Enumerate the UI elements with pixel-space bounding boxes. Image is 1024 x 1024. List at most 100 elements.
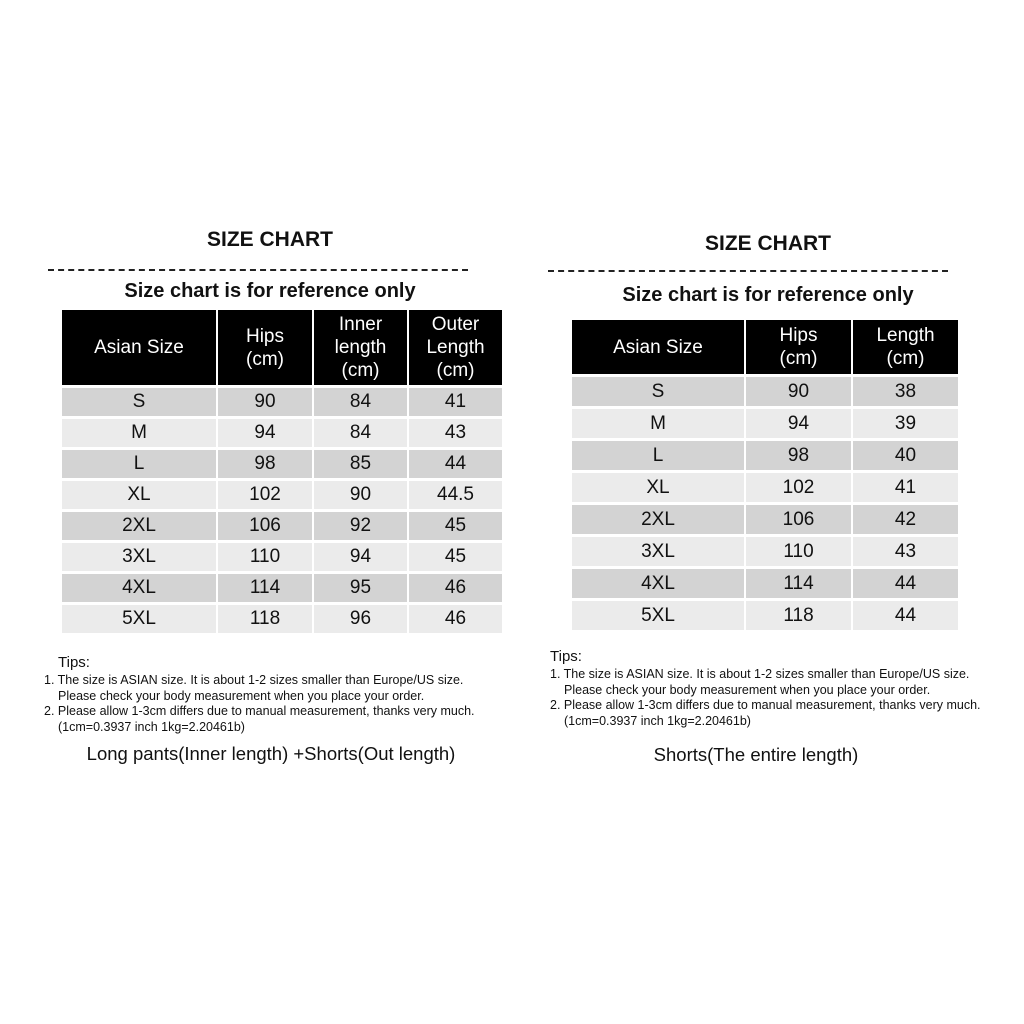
left-caption: Long pants(Inner length) +Shorts(Out len… <box>86 743 456 764</box>
left-tips-heading: Tips: <box>58 654 90 671</box>
column-header: Inner length (cm) <box>314 310 407 385</box>
table-cell: 98 <box>218 450 312 478</box>
left-tips: 1. The size is ASIAN size. It is about 1… <box>44 673 475 735</box>
table-row: L 98 85 44 <box>62 450 502 478</box>
table-cell: M <box>572 409 744 438</box>
table-row: XL 102 90 44.5 <box>62 481 502 509</box>
table-cell: 44 <box>409 450 502 478</box>
table-row: 3XL 110 94 45 <box>62 543 502 571</box>
table-cell: 90 <box>218 388 312 416</box>
left-title: SIZE CHART <box>207 228 333 251</box>
table-cell: S <box>572 377 744 406</box>
column-header: Asian Size <box>572 320 744 374</box>
table-row: S 90 38 <box>572 377 958 406</box>
table-cell: 3XL <box>62 543 216 571</box>
table-cell: 95 <box>314 574 407 602</box>
table-row: 4XL 114 44 <box>572 569 958 598</box>
table-cell: 94 <box>314 543 407 571</box>
table-cell: 41 <box>853 473 958 502</box>
left-size-table: Asian Size Hips (cm) Inner length (cm) Oute… <box>60 307 504 636</box>
table-cell: 5XL <box>572 601 744 630</box>
left-subtitle: Size chart is for reference only <box>124 280 416 302</box>
right-caption: Shorts(The entire length) <box>653 744 859 765</box>
left-tip-2b: (1cm=0.3937 inch 1kg=2.20461b) <box>58 719 245 734</box>
left-tip-2: 2. Please allow 1-3cm differs due to man… <box>44 704 475 718</box>
table-row: L 98 40 <box>572 441 958 470</box>
table-cell: 39 <box>853 409 958 438</box>
table-cell: 4XL <box>572 569 744 598</box>
table-cell: 94 <box>218 419 312 447</box>
table-cell: 3XL <box>572 537 744 566</box>
table-cell: 44 <box>853 601 958 630</box>
table-row: 5XL 118 96 46 <box>62 605 502 633</box>
header-row: Asian Size Hips (cm) Length (cm) <box>572 320 958 374</box>
table-cell: 118 <box>218 605 312 633</box>
table-cell: 118 <box>746 601 851 630</box>
column-header: Outer Length (cm) <box>409 310 502 385</box>
column-header: Hips (cm) <box>218 310 312 385</box>
table-row: 2XL 106 42 <box>572 505 958 534</box>
table-row: 3XL 110 43 <box>572 537 958 566</box>
table-cell: 96 <box>314 605 407 633</box>
table-cell: XL <box>572 473 744 502</box>
table-row: 5XL 118 44 <box>572 601 958 630</box>
right-tip-2: 2. Please allow 1-3cm differs due to man… <box>550 698 981 712</box>
left-tip-1b: Please check your body measurement when … <box>58 688 425 703</box>
right-tip-1: 1. The size is ASIAN size. It is about 1… <box>550 667 970 681</box>
table-cell: 84 <box>314 388 407 416</box>
table-cell: 102 <box>746 473 851 502</box>
table-cell: 106 <box>218 512 312 540</box>
table-cell: 43 <box>409 419 502 447</box>
table-cell: 98 <box>746 441 851 470</box>
table-cell: 110 <box>218 543 312 571</box>
table-cell: 4XL <box>62 574 216 602</box>
right-subtitle: Size chart is for reference only <box>622 284 914 306</box>
table-cell: 114 <box>218 574 312 602</box>
right-divider <box>548 270 948 272</box>
table-cell: S <box>62 388 216 416</box>
table-row: M 94 39 <box>572 409 958 438</box>
right-title: SIZE CHART <box>705 232 831 255</box>
table-cell: 40 <box>853 441 958 470</box>
right-tip-2b: (1cm=0.3937 inch 1kg=2.20461b) <box>564 713 751 728</box>
table-row: XL 102 41 <box>572 473 958 502</box>
table-cell: 38 <box>853 377 958 406</box>
table-cell: 90 <box>746 377 851 406</box>
left-divider <box>48 269 468 271</box>
table-cell: 90 <box>314 481 407 509</box>
table-cell: 46 <box>409 605 502 633</box>
column-header: Hips (cm) <box>746 320 851 374</box>
table-cell: 2XL <box>572 505 744 534</box>
column-header: Asian Size <box>62 310 216 385</box>
left-tip-1: 1. The size is ASIAN size. It is about 1… <box>44 673 464 687</box>
table-row: 2XL 106 92 45 <box>62 512 502 540</box>
right-tip-1b: Please check your body measurement when … <box>564 682 931 697</box>
right-tips: 1. The size is ASIAN size. It is about 1… <box>550 667 981 729</box>
table-cell: 85 <box>314 450 407 478</box>
table-cell: 5XL <box>62 605 216 633</box>
right-size-table: Asian Size Hips (cm) Length (cm) S 90 38 M 94 39… <box>570 317 960 633</box>
header-row: Asian Size Hips (cm) Inner length (cm) Oute… <box>62 310 502 385</box>
table-cell: 2XL <box>62 512 216 540</box>
table-cell: 106 <box>746 505 851 534</box>
table-row: M 94 84 43 <box>62 419 502 447</box>
table-row: S 90 84 41 <box>62 388 502 416</box>
table-cell: 45 <box>409 543 502 571</box>
table-cell: L <box>572 441 744 470</box>
table-cell: 84 <box>314 419 407 447</box>
table-cell: M <box>62 419 216 447</box>
table-cell: 42 <box>853 505 958 534</box>
column-header: Length (cm) <box>853 320 958 374</box>
table-cell: XL <box>62 481 216 509</box>
table-cell: 45 <box>409 512 502 540</box>
table-cell: 92 <box>314 512 407 540</box>
table-cell: 41 <box>409 388 502 416</box>
table-cell: 44 <box>853 569 958 598</box>
table-cell: 44.5 <box>409 481 502 509</box>
table-cell: 94 <box>746 409 851 438</box>
right-tips-heading: Tips: <box>550 648 582 665</box>
table-cell: 43 <box>853 537 958 566</box>
table-cell: 114 <box>746 569 851 598</box>
table-cell: 102 <box>218 481 312 509</box>
table-cell: L <box>62 450 216 478</box>
